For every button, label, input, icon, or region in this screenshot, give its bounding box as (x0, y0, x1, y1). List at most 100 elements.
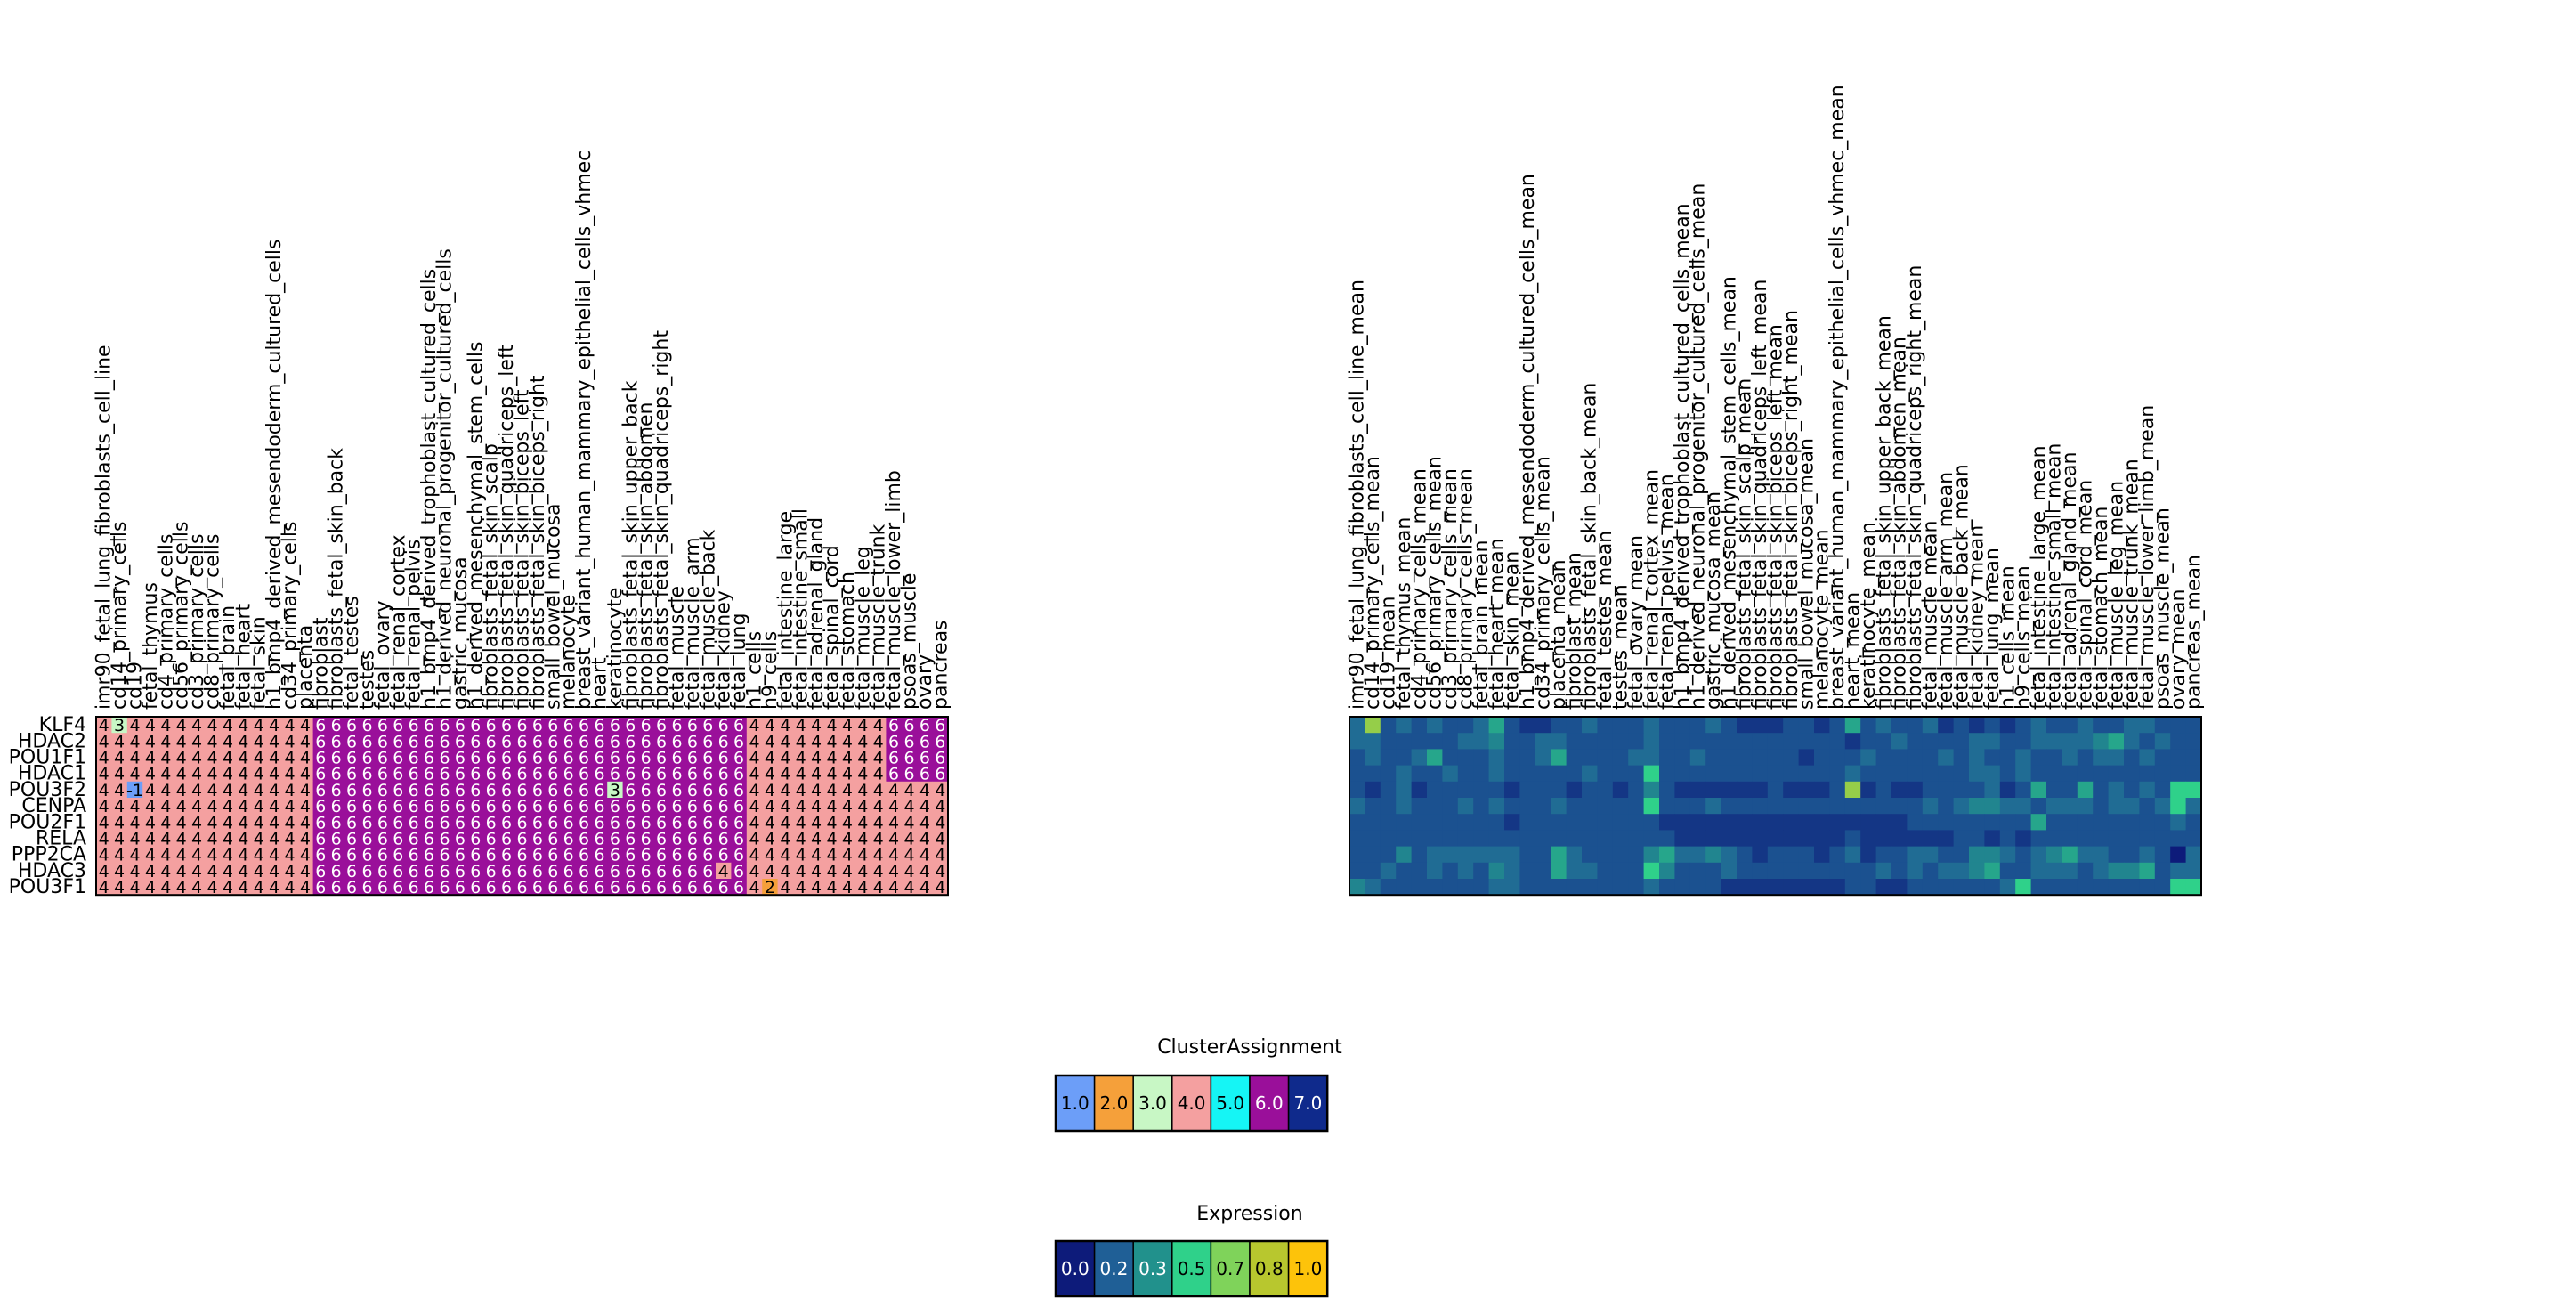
heatmap-cell (932, 798, 949, 815)
heatmap-cell (1814, 781, 1830, 799)
cell-label: 6 (455, 749, 466, 768)
heatmap-cell (1566, 765, 1583, 783)
heatmap-cell (1891, 717, 1908, 734)
legend-label: 3.0 (1138, 1092, 1167, 1114)
heatmap-cell (1365, 879, 1381, 896)
heatmap-cell (530, 733, 546, 750)
heatmap-cell (220, 781, 236, 799)
heatmap-cell (1953, 733, 1970, 750)
cell-label: 4 (919, 813, 930, 832)
heatmap-cell (1721, 749, 1738, 766)
heatmap-cell (1829, 862, 1846, 880)
cell-label: 6 (903, 716, 914, 735)
cell-label: 6 (718, 749, 729, 768)
heatmap-cell (1844, 846, 1861, 864)
heatmap-cell (1535, 814, 1551, 831)
heatmap-cell (668, 798, 685, 815)
heatmap-cell (1612, 814, 1629, 831)
heatmap-cell (312, 814, 329, 831)
heatmap-cell (1442, 749, 1459, 766)
cell-label: 6 (641, 765, 652, 784)
cell-label: 4 (223, 765, 233, 784)
heatmap-cell (235, 733, 252, 750)
heatmap-cell (1953, 798, 1970, 815)
heatmap-cell (1457, 733, 1474, 750)
heatmap-cell (1891, 814, 1908, 831)
cell-label: 6 (455, 813, 466, 832)
heatmap-cell (1922, 749, 1939, 766)
cell-label: 4 (888, 781, 899, 800)
cell-label: 4 (826, 781, 837, 800)
cell-label: 6 (501, 749, 512, 768)
cell-label: 6 (687, 716, 698, 735)
heatmap-cell (716, 733, 732, 750)
heatmap-cell (344, 765, 360, 783)
heatmap-cell (2108, 814, 2125, 831)
cell-label: 6 (532, 732, 543, 751)
heatmap-cell (1628, 781, 1644, 799)
cell-label: 4 (99, 765, 109, 784)
cell-label: 6 (409, 797, 419, 816)
heatmap-cell (2046, 830, 2062, 847)
cell-label: 4 (145, 716, 156, 735)
cell-label: 4 (129, 732, 140, 751)
cell-label: 6 (346, 797, 357, 816)
cell-label: 4 (826, 732, 837, 751)
heatmap-cell (746, 798, 763, 815)
heatmap-cell (344, 717, 360, 734)
cell-label: 4 (796, 732, 806, 751)
heatmap-cell (1767, 879, 1784, 896)
heatmap-cell (1566, 717, 1583, 734)
cell-label: 6 (547, 797, 558, 816)
legend-title: ClusterAssignment (1157, 1036, 1342, 1059)
heatmap-cell (1659, 717, 1675, 734)
heatmap-cell (1814, 862, 1830, 880)
expression-heatmap: imr90_fetal_lung_fibroblasts_cell_line_m… (1347, 85, 2205, 897)
heatmap-cell (1582, 765, 1598, 783)
heatmap-cell (251, 814, 267, 831)
cell-label: 4 (269, 716, 279, 735)
heatmap-cell (1689, 846, 1706, 864)
heatmap-cell (1814, 830, 1830, 847)
cell-label: 6 (516, 797, 527, 816)
heatmap-cell (2170, 846, 2186, 864)
heatmap-cell (1535, 733, 1551, 750)
cell-label: 6 (315, 716, 326, 735)
heatmap-cell (716, 749, 732, 766)
cell-label: 6 (547, 749, 558, 768)
heatmap-cell (467, 798, 484, 815)
cell-label: 4 (145, 749, 156, 768)
cell-label: 6 (409, 813, 419, 832)
heatmap-cell (1907, 879, 1924, 896)
heatmap-cell (2046, 862, 2062, 880)
heatmap-cell (700, 781, 717, 799)
heatmap-cell (189, 749, 206, 766)
cell-label: 6 (424, 749, 434, 768)
cell-label: 6 (439, 813, 450, 832)
cell-label: 6 (888, 716, 899, 735)
heatmap-cell (622, 749, 639, 766)
heatmap-cell (1349, 717, 1365, 734)
heatmap-cell (2093, 733, 2109, 750)
heatmap-cell (685, 733, 701, 750)
heatmap-cell (96, 733, 112, 750)
heatmap-cell (1396, 846, 1412, 864)
heatmap-cell (1612, 830, 1629, 847)
heatmap-cell (204, 733, 221, 750)
heatmap-cell (1427, 814, 1443, 831)
heatmap-cell (1705, 846, 1721, 864)
cell-label: 4 (765, 732, 775, 751)
heatmap-cell (1737, 781, 1753, 799)
heatmap-cell (2124, 717, 2140, 734)
cell-label: 6 (516, 716, 527, 735)
heatmap-cell (1938, 733, 1954, 750)
cell-label: 4 (207, 765, 217, 784)
cell-label: 6 (563, 813, 574, 832)
cell-label: 6 (610, 749, 620, 768)
heatmap-cell (1969, 717, 1985, 734)
heatmap-cell (1504, 879, 1520, 896)
heatmap-cell (251, 733, 267, 750)
heatmap-cell (235, 798, 252, 815)
heatmap-cell (731, 717, 748, 734)
cell-label: 4 (114, 732, 125, 751)
